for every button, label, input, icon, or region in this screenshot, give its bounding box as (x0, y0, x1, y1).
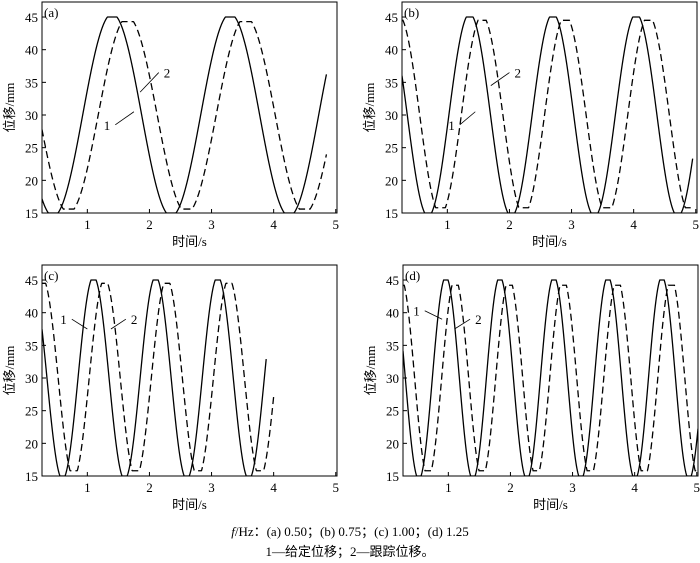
x-tick-label: 3 (208, 480, 215, 495)
caption-frequencies: f/Hz：(a) 0.50；(b) 0.75；(c) 1.00；(d) 1.25 (0, 521, 700, 540)
series-2-line (403, 284, 698, 472)
y-tick-label: 45 (25, 273, 38, 288)
x-axis-label: 时间/s (172, 497, 207, 512)
x-tick-label: 3 (569, 480, 576, 495)
y-axis-label: 位移/mm (2, 346, 17, 396)
y-axis-label: 位移/mm (363, 346, 378, 396)
y-tick-label: 25 (25, 141, 38, 156)
plot-frame (401, 1, 698, 214)
series-2-line (42, 282, 275, 472)
y-tick-label: 40 (25, 306, 38, 321)
x-tick-label: 4 (270, 217, 277, 232)
series-2-line (42, 20, 328, 210)
y-tick-label: 45 (25, 10, 38, 25)
x-axis-label: 时间/s (532, 234, 567, 249)
x-tick-label: 4 (270, 480, 277, 495)
annotation-label-1: 1 (448, 118, 455, 133)
y-tick-label: 30 (386, 371, 399, 386)
plot-frame (41, 1, 338, 214)
x-axis-label: 时间/s (533, 497, 568, 512)
x-tick-label: 1 (444, 217, 451, 232)
x-tick-label: 3 (568, 217, 575, 232)
x-tick-label: 1 (445, 480, 452, 495)
caption-legend: 1—给定位移；2—跟踪位移。 (265, 544, 435, 559)
panel-label: (c) (44, 268, 58, 283)
annotation-label-1: 1 (104, 118, 111, 133)
annotation-leader-2 (454, 318, 471, 330)
plot-frame (41, 264, 338, 477)
annotation-label-1: 1 (413, 304, 420, 319)
y-axis-label: 位移/mm (2, 83, 17, 133)
y-tick-label: 15 (385, 206, 398, 221)
annotation-label-2: 2 (164, 66, 171, 81)
annotation-leader-1 (115, 111, 135, 126)
series-2-line (402, 19, 693, 209)
y-tick-label: 15 (25, 469, 38, 484)
annotation-label-2: 2 (475, 312, 482, 327)
y-tick-label: 30 (25, 108, 38, 123)
x-tick-label: 5 (333, 480, 340, 495)
y-tick-label: 25 (25, 404, 38, 419)
plot-frame (402, 264, 699, 477)
y-tick-label: 25 (386, 404, 399, 419)
annotation-label-2: 2 (514, 66, 521, 81)
y-tick-label: 20 (385, 173, 398, 188)
x-tick-label: 5 (693, 217, 700, 232)
y-tick-label: 25 (385, 141, 398, 156)
annotation-label-1: 1 (60, 312, 67, 327)
y-tick-label: 15 (25, 206, 38, 221)
y-tick-label: 30 (25, 371, 38, 386)
series-1-line (403, 279, 698, 476)
y-tick-label: 40 (25, 43, 38, 58)
x-tick-label: 3 (208, 217, 215, 232)
x-tick-label: 4 (631, 480, 638, 495)
y-tick-label: 35 (385, 75, 398, 90)
panel-label: (d) (405, 268, 420, 283)
y-tick-label: 40 (386, 306, 399, 321)
y-tick-label: 35 (25, 338, 38, 353)
x-tick-label: 1 (84, 480, 91, 495)
annotation-leader-1 (424, 310, 443, 320)
y-tick-label: 15 (386, 469, 399, 484)
annotation-leader-1 (71, 318, 88, 330)
x-tick-label: 4 (630, 217, 637, 232)
panel-label: (b) (404, 5, 419, 20)
y-tick-label: 40 (385, 43, 398, 58)
caption-frequency-list: /Hz：(a) 0.50；(b) 0.75；(c) 1.00；(d) 1.25 (234, 524, 469, 539)
x-tick-label: 2 (507, 480, 514, 495)
annotation-leader-2 (490, 72, 510, 86)
x-tick-label: 2 (146, 217, 153, 232)
caption-variable: f (231, 524, 235, 539)
y-tick-label: 30 (385, 108, 398, 123)
x-tick-label: 5 (333, 217, 340, 232)
y-axis-label: 位移/mm (362, 83, 377, 133)
x-tick-label: 5 (694, 480, 700, 495)
y-tick-label: 35 (25, 75, 38, 90)
x-axis-label: 时间/s (172, 234, 207, 249)
annotation-leader-1 (459, 111, 476, 126)
y-tick-label: 20 (386, 436, 399, 451)
series-1-line (42, 279, 267, 476)
annotation-leader-2 (139, 72, 160, 93)
series-1-line (402, 16, 694, 213)
y-tick-label: 45 (386, 273, 399, 288)
x-tick-label: 2 (506, 217, 513, 232)
x-tick-label: 1 (84, 217, 91, 232)
x-tick-label: 2 (146, 480, 153, 495)
panel-label: (a) (44, 5, 58, 20)
series-1-line (42, 16, 328, 213)
annotation-leader-2 (110, 318, 127, 330)
annotation-label-2: 2 (131, 312, 138, 327)
y-tick-label: 20 (25, 436, 38, 451)
y-tick-label: 45 (385, 10, 398, 25)
y-tick-label: 35 (386, 338, 399, 353)
y-tick-label: 20 (25, 173, 38, 188)
